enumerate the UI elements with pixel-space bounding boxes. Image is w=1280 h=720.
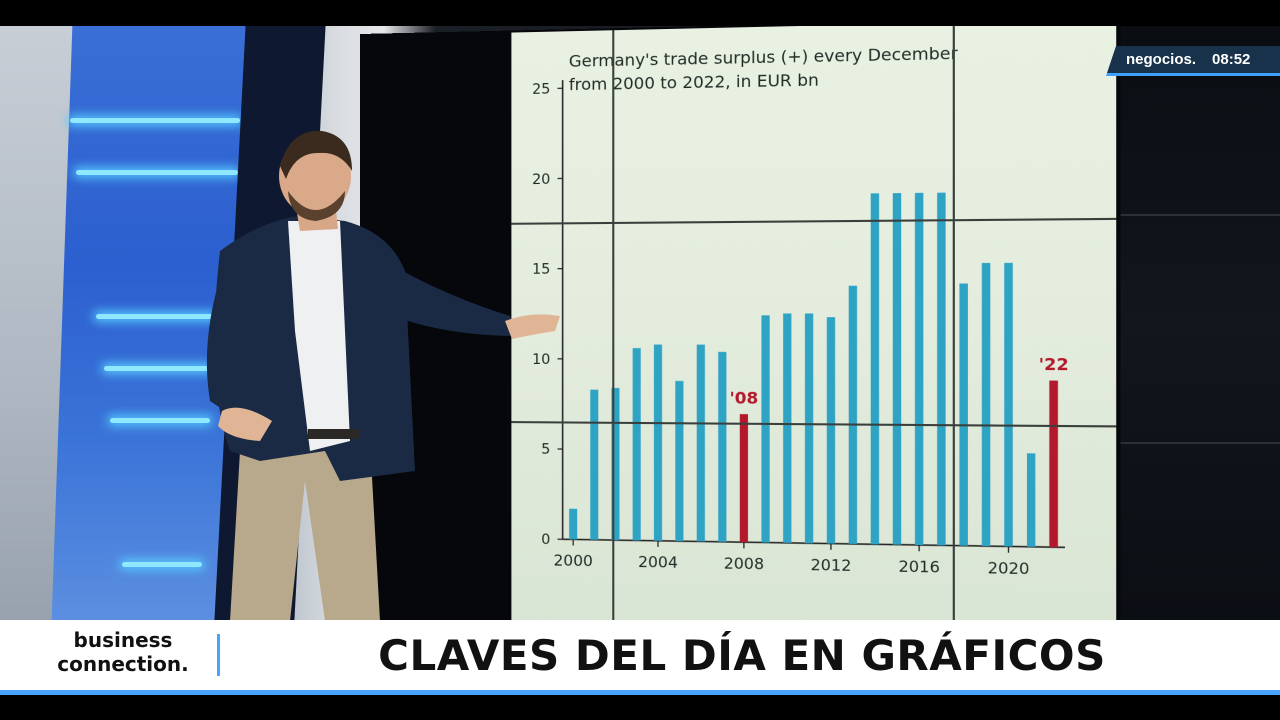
- bar-2008: [740, 414, 748, 542]
- channel-bug: negocios. 08:52: [1106, 46, 1280, 76]
- bar-2013: [849, 286, 857, 544]
- screen-seam-vertical: [953, 26, 955, 620]
- bar-2007: [718, 352, 726, 542]
- x-tick-label: 2016: [898, 557, 939, 577]
- bar-2018: [959, 284, 967, 546]
- bar-2017: [937, 193, 945, 546]
- x-tick-label: 2012: [811, 556, 852, 575]
- bar-2020: [1004, 263, 1013, 547]
- letterbox-top: [0, 0, 1280, 26]
- highlight-label-2008: '08: [730, 388, 759, 408]
- led-strip: [122, 562, 202, 567]
- chart-title: Germany's trade surplus (+) every Decemb…: [569, 40, 1016, 96]
- bar-2019: [982, 263, 991, 546]
- bar-2000: [569, 509, 577, 540]
- x-tick-label: 2008: [724, 554, 764, 573]
- highlight-label-2022: '22: [1039, 354, 1069, 374]
- bar-2006: [697, 345, 705, 542]
- bar-2022: [1049, 381, 1058, 548]
- led-strip: [110, 418, 210, 423]
- led-strip: [96, 314, 214, 319]
- bar-2001: [590, 390, 598, 540]
- studio-background: 0 5 10 15 20 25'08'22 2000 2004 2008 2012 2016 2020…: [0, 26, 1280, 620]
- x-tick-label: 2020: [988, 559, 1030, 579]
- bar-2016: [915, 193, 923, 545]
- trade-surplus-chart: 0510152025'08'222000 2004 2008 2012 2016 2020: [511, 26, 1116, 620]
- bar-2012: [827, 317, 835, 544]
- bar-2015: [893, 193, 901, 545]
- bar-2005: [675, 381, 683, 541]
- channel-brand: negocios.: [1126, 51, 1196, 68]
- presenter: [200, 121, 570, 620]
- program-name: business connection.: [57, 628, 188, 676]
- bar-2004: [654, 345, 662, 541]
- bar-2021: [1027, 453, 1036, 547]
- bar-2009: [761, 315, 769, 542]
- headline: CLAVES DEL DÍA EN GRÁFICOS: [230, 630, 1254, 682]
- screen-seam-vertical: [612, 30, 614, 620]
- broadcast-clock: 08:52: [1212, 51, 1250, 68]
- bar-2010: [783, 313, 791, 542]
- bar-2014: [871, 193, 879, 544]
- lower-third: business connection. CLAVES DEL DÍA EN G…: [0, 620, 1280, 695]
- lower-third-divider: [217, 634, 220, 676]
- y-tick-label: 25: [532, 81, 550, 98]
- chart-screen: 0 5 10 15 20 25'08'22 2000 2004 2008 2012 2016 2020…: [511, 26, 1116, 620]
- x-tick-label: 2004: [638, 553, 678, 572]
- letterbox-bottom: [0, 695, 1280, 720]
- bar-2011: [805, 313, 813, 543]
- program-logo: business connection.: [38, 628, 208, 676]
- led-strip: [104, 366, 212, 371]
- bar-2003: [633, 348, 641, 540]
